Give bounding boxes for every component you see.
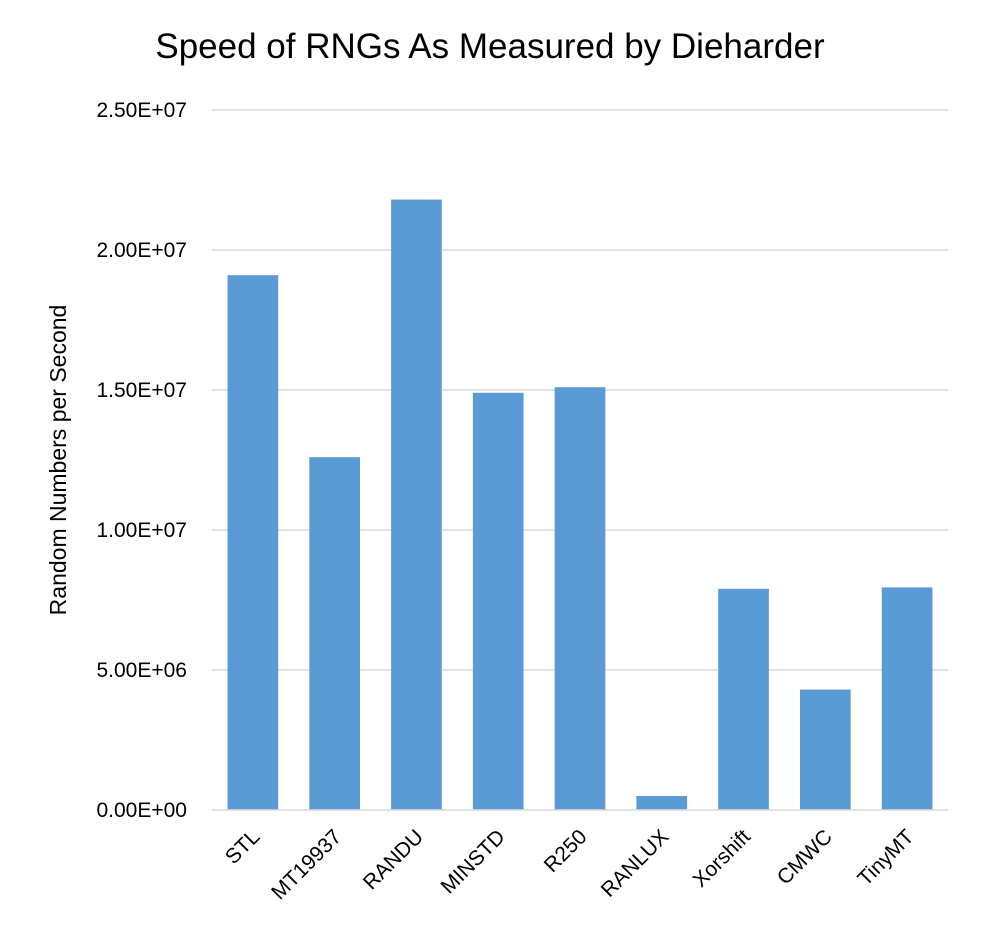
bar-stl bbox=[227, 275, 279, 810]
x-tick-label: RANLUX bbox=[597, 825, 674, 902]
y-tick-label: 0.00E+00 bbox=[96, 799, 187, 822]
bar-r250 bbox=[554, 387, 606, 810]
y-tick-label: 1.50E+07 bbox=[96, 379, 187, 402]
x-tick-label: MINSTD bbox=[437, 825, 510, 898]
bar-tinymt bbox=[881, 587, 933, 810]
y-tick-label: 2.50E+07 bbox=[96, 99, 187, 122]
x-tick-label: CMWC bbox=[773, 825, 837, 889]
y-tick-label: 2.00E+07 bbox=[96, 239, 187, 262]
x-axis-category-labels: STL MT19937 RANDU MINSTD R250 RANLUX Xorshift C… bbox=[221, 825, 919, 904]
bar-xorshift bbox=[718, 588, 769, 810]
bar-ranlux bbox=[636, 796, 688, 810]
x-tick-label: MT19937 bbox=[267, 825, 346, 904]
x-tick-label: TinyMT bbox=[853, 825, 918, 890]
y-tick-label: 5.00E+06 bbox=[96, 659, 187, 682]
x-tick-label: R250 bbox=[540, 825, 592, 877]
bar-mt19937 bbox=[309, 457, 361, 810]
bar-randu bbox=[391, 199, 442, 811]
bars bbox=[227, 199, 933, 811]
x-tick-label: Xorshift bbox=[688, 825, 755, 892]
x-tick-label: RANDU bbox=[359, 825, 428, 894]
chart-title: Speed of RNGs As Measured by Dieharder bbox=[155, 27, 825, 66]
bar-minstd bbox=[472, 392, 524, 810]
bar-cmwc bbox=[799, 689, 851, 810]
x-tick-label: STL bbox=[221, 825, 264, 868]
y-axis-title: Random Numbers per Second bbox=[45, 305, 71, 616]
y-tick-label: 1.00E+07 bbox=[96, 519, 187, 542]
y-axis-tick-labels: 0.00E+00 5.00E+06 1.00E+07 1.50E+07 2.00E+07… bbox=[96, 99, 187, 822]
